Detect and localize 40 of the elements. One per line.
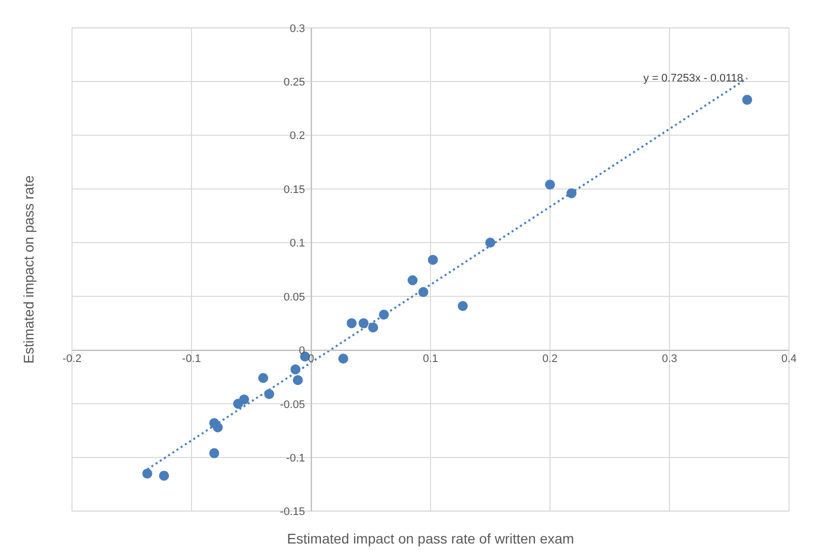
point xyxy=(368,322,378,332)
point xyxy=(428,254,438,265)
y-tick-label: -0.15 xyxy=(280,506,306,518)
point xyxy=(358,318,369,328)
point xyxy=(346,318,357,328)
point xyxy=(142,468,152,479)
y-tick-label: 0.2 xyxy=(290,130,306,142)
point xyxy=(264,389,274,400)
y-axis-title: Estimated impact on pass rate xyxy=(20,175,36,364)
y-tick-label: 0.1 xyxy=(290,238,306,250)
x-tick-label: 0.2 xyxy=(542,353,558,366)
x-tick-label: 0.3 xyxy=(662,353,678,366)
point xyxy=(233,398,244,409)
x-tick-label: 0 xyxy=(308,353,314,366)
point xyxy=(290,364,300,374)
y-tick-label: -0.05 xyxy=(280,398,306,411)
y-tick-label: 0.15 xyxy=(284,184,306,196)
annotation: y = 0.7253x - 0.0118 xyxy=(643,72,744,84)
point xyxy=(544,180,555,190)
point xyxy=(378,310,389,320)
point xyxy=(212,422,223,432)
x-tick-label: -0.2 xyxy=(62,353,82,366)
x-tick-label: -0.1 xyxy=(182,353,201,366)
x-tick-label: 0.1 xyxy=(422,353,438,366)
x-axis-title: Estimated impact on pass rate of written exam xyxy=(286,530,574,546)
point xyxy=(458,301,468,312)
point xyxy=(209,448,220,458)
y-tick-label: -0.1 xyxy=(286,452,306,464)
point xyxy=(292,375,303,386)
point xyxy=(408,275,418,286)
y-tick-label: 0.3 xyxy=(290,22,306,35)
x-tick-label: 0.4 xyxy=(781,353,797,366)
y-tick-label: 0.05 xyxy=(284,291,306,304)
y-tick-label: 0.25 xyxy=(284,76,306,89)
point xyxy=(742,94,752,105)
point xyxy=(159,470,170,481)
point xyxy=(566,188,577,198)
point xyxy=(338,354,348,364)
point xyxy=(258,372,268,383)
point xyxy=(485,238,496,248)
